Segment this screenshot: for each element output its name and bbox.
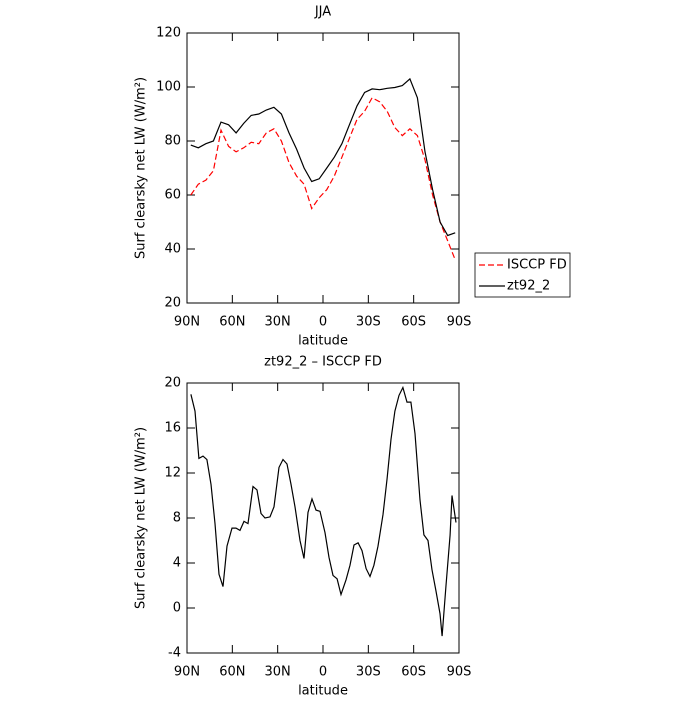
y-tick-label: 60 — [164, 188, 181, 203]
y-tick-label: 4 — [173, 556, 181, 571]
x-tick-label: 60S — [401, 665, 426, 680]
plot-frame — [186, 32, 460, 304]
data-line — [190, 96, 456, 261]
x-axis-label: latitude — [298, 684, 348, 699]
y-tick-label: 12 — [164, 466, 181, 481]
x-tick-label: 30N — [265, 665, 291, 680]
y-tick-label: 40 — [164, 242, 181, 257]
plot-frame — [186, 382, 460, 654]
x-tick-label: 30N — [265, 315, 291, 330]
legend-label: ISCCP FD — [507, 258, 567, 273]
y-tick-label: -4 — [168, 646, 181, 661]
x-tick-label: 0 — [319, 315, 327, 330]
legend-box — [474, 252, 571, 298]
x-tick-label: 90S — [447, 665, 472, 680]
y-tick-label: 0 — [173, 601, 181, 616]
legend-label: zt92_2 — [507, 279, 550, 294]
x-tick-label: 30S — [356, 315, 381, 330]
x-tick-label: 60N — [219, 665, 245, 680]
chart-title: JJA — [314, 5, 331, 20]
x-tick-label: 90N — [174, 315, 200, 330]
y-tick-label: 100 — [156, 80, 181, 95]
x-tick-label: 90N — [174, 665, 200, 680]
y-axis-label: Surf clearsky net LW (W/m²) — [134, 427, 149, 609]
y-tick-label: 120 — [156, 26, 181, 41]
y-tick-label: 80 — [164, 134, 181, 149]
data-line — [190, 77, 456, 237]
y-tick-label: 8 — [173, 511, 181, 526]
x-tick-label: 60N — [219, 315, 245, 330]
x-tick-label: 30S — [356, 665, 381, 680]
y-tick-label: 16 — [164, 421, 181, 436]
x-tick-label: 90S — [447, 315, 472, 330]
x-tick-label: 60S — [401, 315, 426, 330]
x-tick-label: 0 — [319, 665, 327, 680]
data-line — [190, 385, 457, 637]
x-axis-label: latitude — [298, 334, 348, 349]
chart-title: zt92_2 – ISCCP FD — [264, 355, 382, 370]
y-tick-label: 20 — [164, 296, 181, 311]
y-axis-label: Surf clearsky net LW (W/m²) — [134, 77, 149, 259]
y-tick-label: 20 — [164, 376, 181, 391]
